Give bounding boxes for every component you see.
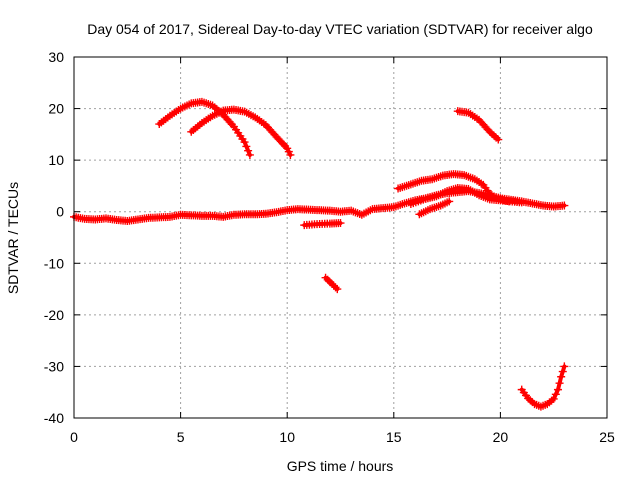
data-point-marker [244, 146, 253, 155]
data-point-marker [494, 135, 503, 144]
x-tick-label: 5 [177, 429, 185, 445]
plot-frame [73, 56, 608, 419]
data-point-marker [445, 197, 454, 206]
data-point-marker [558, 367, 567, 376]
y-tick-label: -30 [44, 358, 64, 374]
data-point-marker [555, 379, 564, 388]
data-point-marker [333, 285, 342, 294]
data-point-marker [242, 142, 251, 151]
y-tick-label: 0 [56, 204, 64, 220]
data-point-marker [336, 219, 345, 228]
data-point-marker [560, 362, 569, 371]
data-point-marker [549, 394, 558, 403]
chart-title: Day 054 of 2017, Sidereal Day-to-day VTE… [87, 21, 593, 37]
x-tick-label: 10 [279, 429, 295, 445]
data-layer [70, 97, 569, 411]
x-tick-label: 15 [386, 429, 402, 445]
data-point-marker [240, 138, 249, 147]
series-track-bottom-curve [517, 362, 569, 411]
series-track-small-drop [321, 273, 342, 294]
series-track-left-arc [155, 97, 254, 159]
x-tick-label: 25 [599, 429, 615, 445]
series-track-low-short [415, 197, 454, 219]
y-tick-label: 10 [48, 152, 64, 168]
y-tick-label: 30 [48, 49, 64, 65]
data-point-marker [551, 390, 560, 399]
y-tick-label: -40 [44, 410, 64, 426]
tick-layer: 0 5 10 15 20 25 -40 -30 -20 -10 0 10 20 30 [44, 49, 615, 445]
series-track-right-mid [406, 183, 526, 208]
x-tick-label: 20 [493, 429, 509, 445]
y-axis-label: SDTVAR / TECUs [5, 182, 21, 294]
data-point-marker [553, 385, 562, 394]
y-tick-label: -20 [44, 307, 64, 323]
x-axis-label: GPS time / hours [287, 458, 394, 474]
x-tick-label: 0 [70, 429, 78, 445]
data-point-marker [245, 150, 254, 159]
data-point-marker [329, 281, 338, 290]
series-track-middle-arc [187, 105, 295, 159]
data-point-marker [517, 198, 526, 207]
data-point-marker [327, 279, 336, 288]
data-point-marker [557, 372, 566, 381]
data-point-marker [560, 201, 569, 210]
data-point-marker [331, 283, 340, 292]
y-tick-label: -10 [44, 255, 64, 271]
y-tick-label: 20 [48, 101, 64, 117]
grid-layer [74, 57, 607, 418]
data-point-marker [286, 150, 295, 159]
series-track-mid-negative [300, 219, 345, 230]
series-track-upper-right [453, 107, 503, 144]
